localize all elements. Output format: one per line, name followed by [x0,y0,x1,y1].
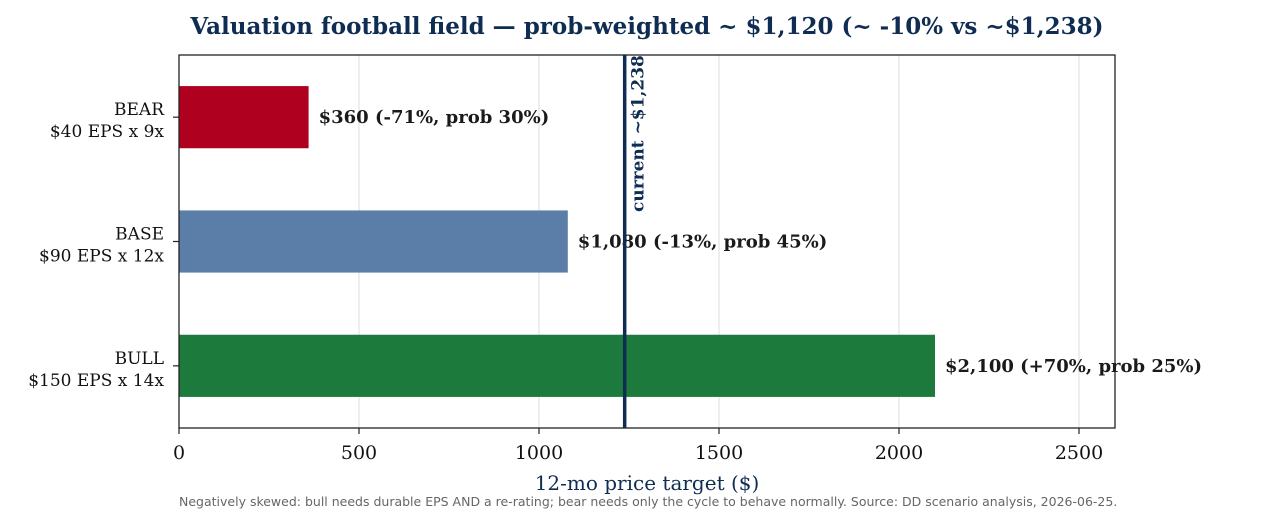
footnote: Negatively skewed: bull needs durable EP… [179,494,1117,509]
bar-bull [179,334,935,397]
reference-line-group: current ~$1,238 [622,55,649,428]
y-category-sub: $150 EPS x 14x [28,371,164,391]
bar-base [179,210,568,273]
x-tick-label: 500 [341,442,377,464]
bar-value-label: $1,080 (-13%, prob 45%) [578,232,827,253]
chart-title: Valuation football field — prob-weighted… [189,13,1103,40]
y-category-name: BASE [115,225,164,245]
y-category-name: BULL [115,349,164,369]
x-axis-label: 12-mo price target ($) [535,471,760,495]
current-price-label: current ~$1,238 [629,55,649,212]
axes: 0 500 1000 1500 2000 2500 BEAR$40 EPS x 9x BASE… [28,100,1103,464]
y-category-name: BEAR [114,100,165,120]
x-tick-label: 2000 [875,442,923,464]
x-tick-label: 0 [173,442,185,464]
x-tick-label: 1500 [695,442,743,464]
y-category-sub: $90 EPS x 12x [39,247,164,267]
x-tick-label: 1000 [515,442,563,464]
x-tick-label: 2500 [1055,442,1103,464]
bars: $360 (-71%, prob 30%) $1,080 (-13%, prob … [179,86,1202,397]
bar-value-label: $2,100 (+70%, prob 25%) [945,356,1202,377]
y-category-sub: $40 EPS x 9x [50,122,165,142]
bar-bear [179,86,309,149]
bar-value-label: $360 (-71%, prob 30%) [319,107,550,128]
